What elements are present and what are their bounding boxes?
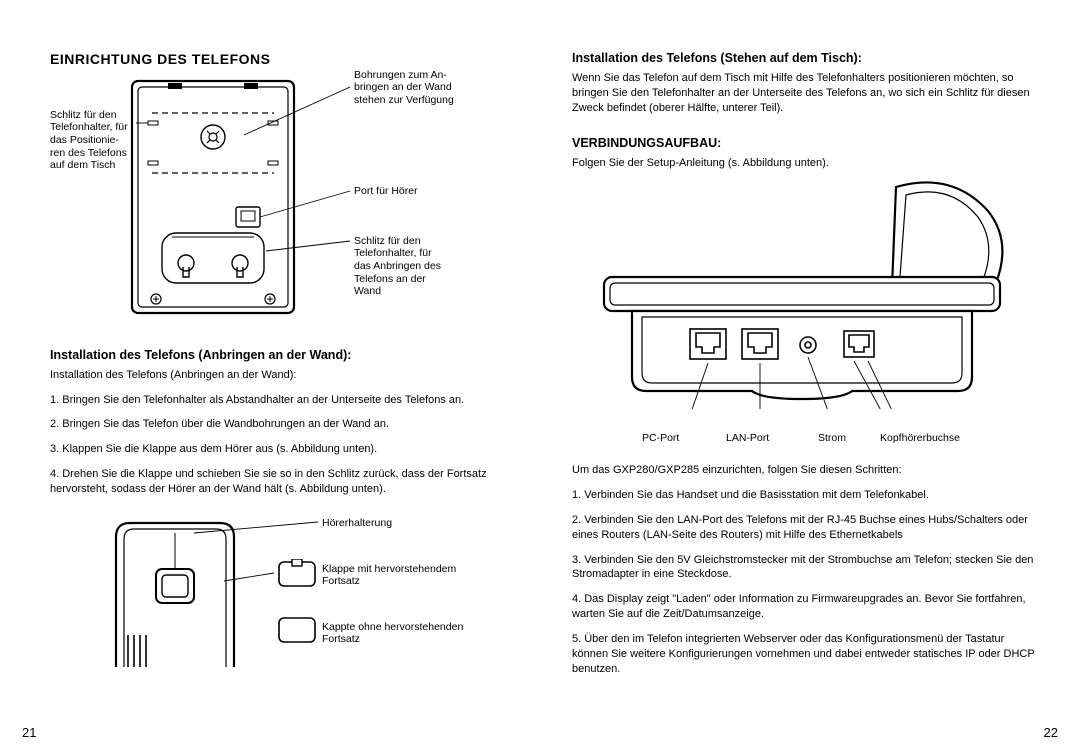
port-headphone: Kopfhörerbuchse — [880, 431, 960, 445]
figure-ports: PC-Port LAN-Port Strom Kopfhörerbuchse — [572, 177, 1038, 457]
right-p2: Folgen Sie der Setup-Anleitung (s. Abbil… — [572, 156, 1038, 171]
phone-rear-svg — [592, 177, 1012, 409]
figure-phone-back: Schlitz für den Telefonhalter, für das P… — [50, 75, 516, 335]
right-p6: 3. Verbinden Sie den 5V Gleichstromsteck… — [572, 553, 1038, 583]
port-pc: PC-Port — [642, 431, 726, 445]
left-p2: 1. Bringen Sie den Telefonhalter als Abs… — [50, 393, 516, 408]
left-p1: Installation des Telefons (Anbringen an … — [50, 368, 516, 383]
port-lan: LAN-Port — [726, 431, 818, 445]
right-p4: 1. Verbinden Sie das Handset und die Bas… — [572, 488, 1038, 503]
port-power: Strom — [818, 431, 880, 445]
right-p8: 5. Über den im Telefon integrierten Webs… — [572, 632, 1038, 677]
right-p3: Um das GXP280/GXP285 einzurichten, folge… — [572, 463, 1038, 478]
page-number-right: 22 — [1044, 725, 1058, 740]
right-p5: 2. Verbinden Sie den LAN-Port des Telefo… — [572, 513, 1038, 543]
page-number-left: 21 — [22, 725, 36, 740]
left-p3: 2. Bringen Sie das Telefon über die Wand… — [50, 417, 516, 432]
heading-setup: EINRICHTUNG DES TELEFONS — [50, 50, 516, 69]
left-p4: 3. Klappen Sie die Klappe aus dem Hörer … — [50, 442, 516, 457]
figure-handset-tab: Hörerhalterung Klappe mit hervorstehende… — [50, 511, 516, 691]
fig1-leaders — [50, 75, 510, 335]
heading-table-install: Installation des Telefons (Stehen auf de… — [572, 50, 1038, 67]
fig2-leaders — [50, 511, 510, 691]
heading-wall-install: Installation des Telefons (Anbringen an … — [50, 347, 516, 364]
right-p1: Wenn Sie das Telefon auf dem Tisch mit H… — [572, 71, 1038, 116]
heading-connection: VERBINDUNGSAUFBAU: — [572, 135, 1038, 152]
left-p5: 4. Drehen Sie die Klappe und schieben Si… — [50, 467, 516, 497]
right-p7: 4. Das Display zeigt "Laden" oder Inform… — [572, 592, 1038, 622]
